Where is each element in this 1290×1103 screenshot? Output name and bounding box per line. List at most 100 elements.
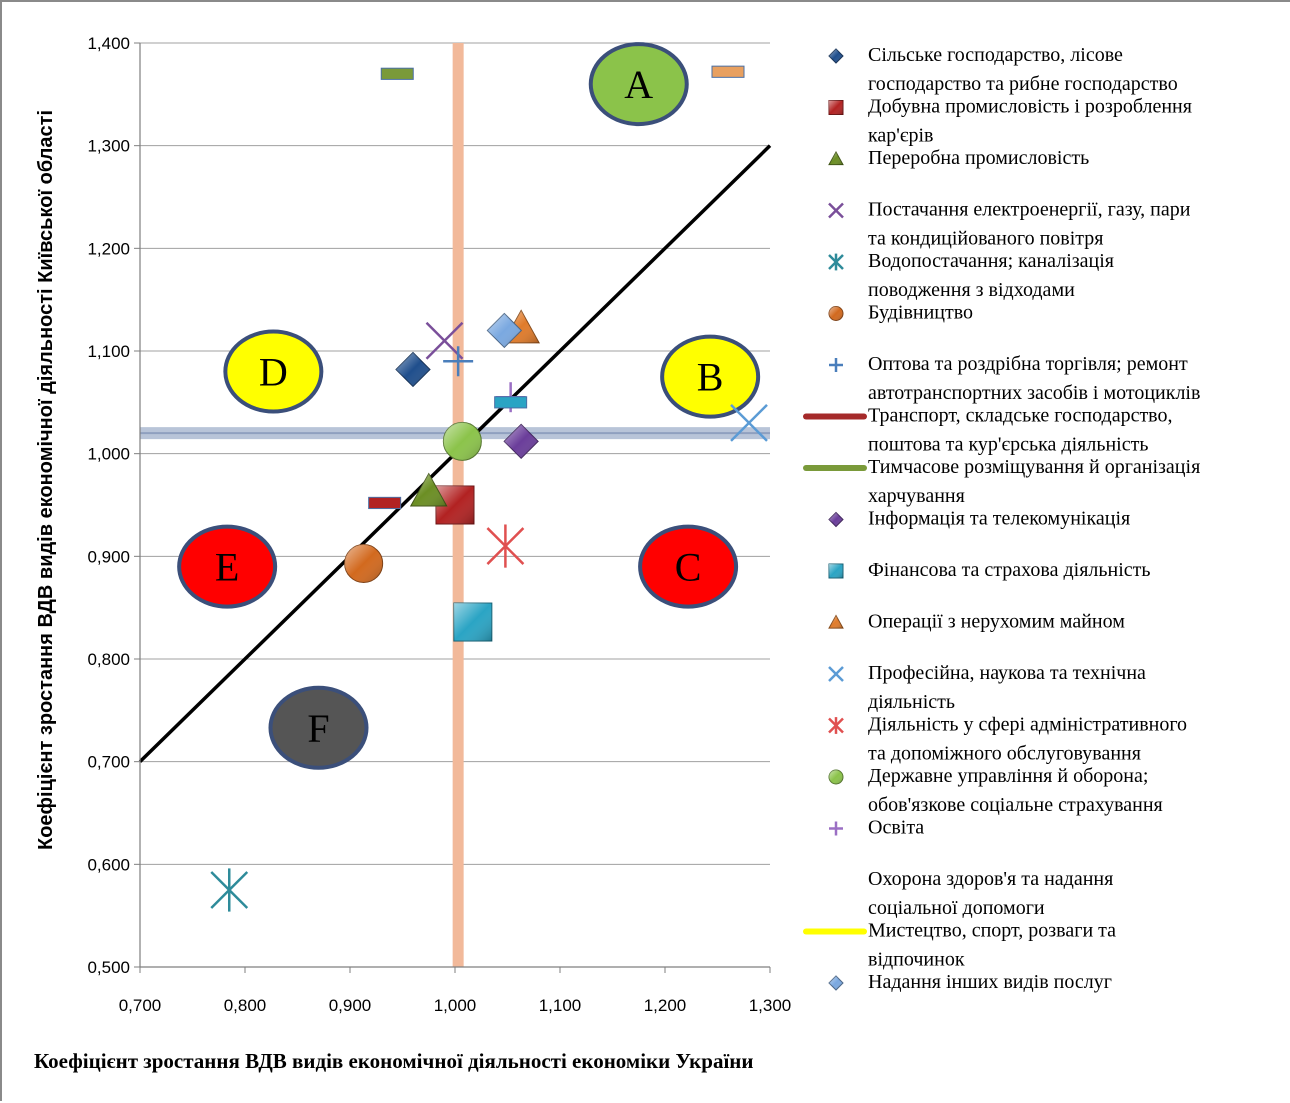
data-point <box>711 65 745 78</box>
data-point <box>494 396 528 409</box>
legend-label: Державне управління й оборона; <box>868 765 1148 787</box>
legend-label: та допоміжного обслуговування <box>868 743 1141 765</box>
legend-label: господарство та рибне господарство <box>868 73 1178 95</box>
legend-label: обов'язкове соціальне страхування <box>868 794 1163 816</box>
y-tick-label: 0,900 <box>87 547 130 566</box>
x-tick-label: 1,100 <box>539 996 582 1015</box>
legend-item: Інформація та телекомунікація <box>828 508 1130 530</box>
zone-b-ellipse <box>660 334 761 419</box>
legend-label: Діяльність у сфері адміністративного <box>868 714 1187 736</box>
legend-label: Операції з нерухомим майном <box>868 611 1125 633</box>
y-tick-label: 0,800 <box>87 650 130 669</box>
legend-label: Інформація та телекомунікація <box>868 508 1130 530</box>
legend-label: Професійна, наукова та технічна <box>868 662 1146 684</box>
data-point <box>409 472 448 507</box>
data-point <box>344 544 384 584</box>
legend-item: Професійна, наукова та технічна діяльніст… <box>828 662 1146 713</box>
y-tick-label: 1,400 <box>87 34 130 53</box>
zone-e-ellipse <box>177 524 278 609</box>
y-tick-label: 1,100 <box>87 342 130 361</box>
zone-d-label: D <box>259 350 288 395</box>
legend-item: Добувна промисловість і розроблення кар'є… <box>828 96 1192 147</box>
y-tick-label: 0,500 <box>87 958 130 977</box>
data-point <box>503 423 539 460</box>
legend-label: Водопостачання; каналізація <box>868 250 1114 272</box>
zone-b-label: B <box>697 355 724 400</box>
legend-item: Фінансова та страхова діяльність <box>828 559 1151 581</box>
zone-c-label: C <box>675 545 702 590</box>
y-tick-label: 0,700 <box>87 753 130 772</box>
legend-item: Охорона здоров'я та надання соціальної до… <box>868 868 1113 919</box>
legend-item: Надання інших видів послуг <box>828 971 1112 993</box>
zone-a-ellipse <box>588 42 689 127</box>
data-point <box>730 403 768 442</box>
y-tick-label: 1,000 <box>87 445 130 464</box>
data-point <box>395 351 431 388</box>
legend-label: Будівництво <box>868 302 973 324</box>
legend-item: Переробна промисловість <box>828 147 1089 169</box>
x-tick-label: 1,300 <box>749 996 792 1015</box>
x-tick-label: 1,200 <box>644 996 687 1015</box>
legend-label: Постачання електроенергії, газу, пари <box>868 199 1191 221</box>
x-axis-label: Коефіцієнт зростання ВДВ видів економічн… <box>34 1049 754 1073</box>
legend-item: Транспорт, складське господарство, поштов… <box>803 405 1173 456</box>
zone-e-label: E <box>215 545 239 590</box>
data-point <box>442 421 482 461</box>
y-tick-label: 1,300 <box>87 137 130 156</box>
y-axis-label: Коефіцієнт зростання ВДВ видів економічн… <box>35 110 57 850</box>
legend-label: Транспорт, складське господарство, <box>868 405 1173 427</box>
zone-f-label: F <box>307 706 329 751</box>
legend-label: діяльність <box>868 691 955 713</box>
x-tick-label: 0,900 <box>329 996 372 1015</box>
legend-item: Державне управління й оборона; обов'язков… <box>828 765 1163 816</box>
x-tick-label: 0,700 <box>119 996 162 1015</box>
legend-label: Переробна промисловість <box>868 147 1089 169</box>
legend-label: Тимчасове розміщування й організація <box>868 456 1200 478</box>
zone-f-ellipse <box>268 685 369 770</box>
legend-item: Діяльність у сфері адміністративного та д… <box>828 714 1187 765</box>
legend-item: Освіта <box>829 817 924 839</box>
legend-item: Сільське господарство, лісове господарств… <box>828 44 1178 95</box>
data-point <box>443 346 474 377</box>
legend-label: автотранспортних засобів і мотоциклів <box>868 382 1200 404</box>
zone-c-ellipse <box>638 524 739 609</box>
legend-item: Тимчасове розміщування й організація харч… <box>803 456 1200 507</box>
data-point <box>368 496 402 510</box>
legend-item: Будівництво <box>828 302 973 324</box>
legend-label: харчування <box>868 485 965 507</box>
legend-label: відпочинок <box>868 949 965 971</box>
x-tick-label: 0,800 <box>224 996 267 1015</box>
legend-label: та кондиційованого повітря <box>868 228 1103 250</box>
data-point <box>425 321 464 360</box>
data-point <box>210 868 249 912</box>
legend-item: Водопостачання; каналізація поводження з … <box>828 250 1114 301</box>
y-tick-label: 1,200 <box>87 239 130 258</box>
legend-item: Операції з нерухомим майном <box>828 611 1125 633</box>
legend-label: Освіта <box>868 817 924 839</box>
zone-a-label: A <box>624 62 653 107</box>
y-tick-label: 0,600 <box>87 855 130 874</box>
data-point <box>486 524 525 568</box>
data-point <box>380 67 414 80</box>
data-point <box>486 312 523 349</box>
legend-label: Мистецтво, спорт, розваги та <box>868 920 1116 942</box>
legend-label: кар'єрів <box>868 125 933 147</box>
data-point <box>435 485 475 525</box>
x-tick-label: 1,000 <box>434 996 477 1015</box>
zone-d-ellipse <box>223 329 324 414</box>
legend-label: Сільське господарство, лісове <box>868 44 1123 66</box>
legend-item: Мистецтво, спорт, розваги та відпочинок <box>803 920 1116 971</box>
legend-label: Охорона здоров'я та надання <box>868 868 1113 890</box>
legend-label: Добувна промисловість і розроблення <box>868 96 1192 118</box>
legend-item: Постачання електроенергії, газу, пари та … <box>828 199 1191 250</box>
legend-label: поштова та кур'єрська діяльність <box>868 434 1148 456</box>
legend-item: Оптова та роздрібна торгівля; ремонт авто… <box>829 353 1200 404</box>
legend-label: Оптова та роздрібна торгівля; ремонт <box>868 353 1188 375</box>
legend-label: Фінансова та страхова діяльність <box>868 559 1151 581</box>
legend-label: Надання інших видів послуг <box>868 971 1112 993</box>
legend-label: поводження з відходами <box>868 279 1075 301</box>
data-point <box>453 602 493 642</box>
legend-label: соціальної допомоги <box>868 897 1045 919</box>
